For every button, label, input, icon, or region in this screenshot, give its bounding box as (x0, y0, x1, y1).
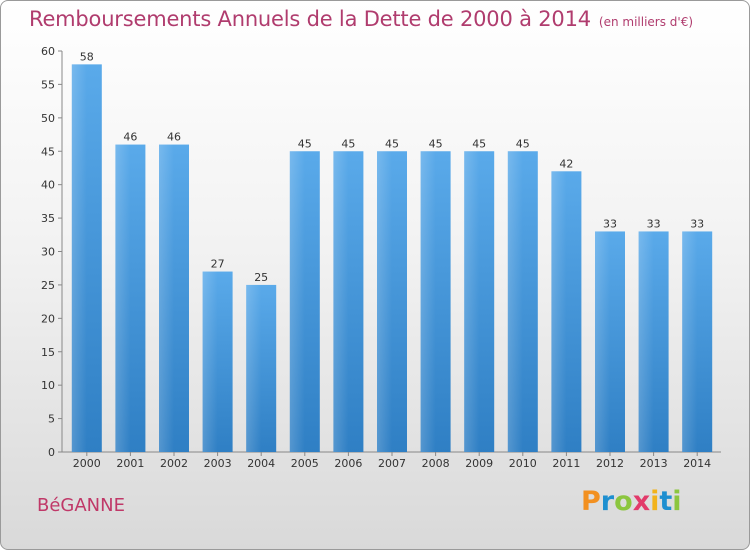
commune-name: BéGANNE (37, 495, 125, 516)
logo-letter: i (672, 486, 682, 517)
x-tick-label: 2008 (422, 457, 450, 470)
bar-highlight (202, 271, 218, 452)
data-label: 42 (559, 157, 573, 170)
y-tick-label: 20 (41, 312, 55, 325)
y-tick-label: 25 (41, 279, 55, 292)
bar-highlight (159, 144, 174, 453)
logo-letter: P (581, 486, 601, 517)
bar-highlight (289, 151, 305, 452)
data-label: 27 (211, 258, 225, 271)
bar-highlight (638, 231, 654, 452)
y-tick-label: 5 (48, 413, 55, 426)
x-tick-label: 2005 (291, 457, 319, 470)
bar-highlight (682, 231, 698, 452)
chart-title: Remboursements Annuels de la Dette de 20… (29, 7, 591, 31)
bar-highlight (333, 151, 349, 452)
logo-letter: o (614, 486, 633, 517)
y-tick-label: 15 (41, 346, 55, 359)
x-tick-label: 2007 (378, 457, 406, 470)
data-label: 33 (647, 217, 661, 230)
x-tick-label: 2001 (116, 457, 144, 470)
y-tick-label: 60 (41, 45, 55, 58)
y-tick-label: 35 (41, 212, 55, 225)
data-label: 33 (690, 217, 704, 230)
data-label: 58 (80, 50, 94, 63)
bar-highlight (246, 284, 262, 452)
y-tick-label: 50 (41, 112, 55, 125)
x-tick-label: 2013 (640, 457, 668, 470)
bar-highlight (115, 144, 131, 453)
chart-unit: (en milliers d'€) (598, 15, 694, 29)
data-label: 45 (385, 137, 399, 150)
data-label: 45 (516, 137, 530, 150)
y-tick-label: 30 (41, 246, 55, 259)
data-label: 45 (429, 137, 443, 150)
data-label: 45 (341, 137, 355, 150)
axes: 0 5 10 15 20 25 30 35 40 45 50 55 60 2000 2001 2002 2003… (41, 45, 721, 470)
y-tick-label: 40 (41, 179, 55, 192)
data-label: 46 (167, 131, 181, 144)
data-label: 45 (298, 137, 312, 150)
y-tick-label: 45 (41, 145, 55, 158)
x-tick-label: 2014 (683, 457, 711, 470)
bar-highlight (551, 171, 567, 453)
x-tick-label: 2010 (509, 457, 537, 470)
value-labels: 58 46 46 27 25 45 45 45 45 45 45 42 33 33 33 (80, 50, 704, 284)
data-label: 33 (603, 217, 617, 230)
bar-highlight (377, 151, 392, 452)
x-tick-label: 2000 (73, 457, 101, 470)
data-label: 25 (254, 271, 268, 284)
proxiti-logo: Proxiti (581, 486, 682, 517)
x-tick-label: 2009 (465, 457, 493, 470)
y-tick-label: 10 (41, 379, 55, 392)
logo-letter: x (632, 486, 651, 517)
y-tick-label: 0 (48, 446, 55, 459)
x-tick-label: 2004 (247, 457, 275, 470)
bars (71, 64, 713, 453)
logo-letter: r (600, 486, 615, 517)
bar-highlight (420, 151, 436, 452)
x-tick-label: 2011 (552, 457, 580, 470)
x-tick-label: 2012 (596, 457, 624, 470)
bar-highlight (71, 64, 87, 452)
data-label: 46 (123, 131, 137, 144)
chart-title-block: Remboursements Annuels de la Dette de 20… (29, 7, 693, 31)
bar-highlight (595, 231, 610, 452)
bar-highlight (507, 151, 523, 452)
y-tick-label: 55 (41, 78, 55, 91)
x-tick-label: 2006 (334, 457, 362, 470)
x-tick-label: 2002 (160, 457, 188, 470)
bar-highlight (464, 151, 480, 452)
data-label: 45 (472, 137, 486, 150)
logo-letter: t (659, 486, 673, 517)
x-tick-label: 2003 (204, 457, 232, 470)
logo-letter: i (650, 486, 660, 517)
